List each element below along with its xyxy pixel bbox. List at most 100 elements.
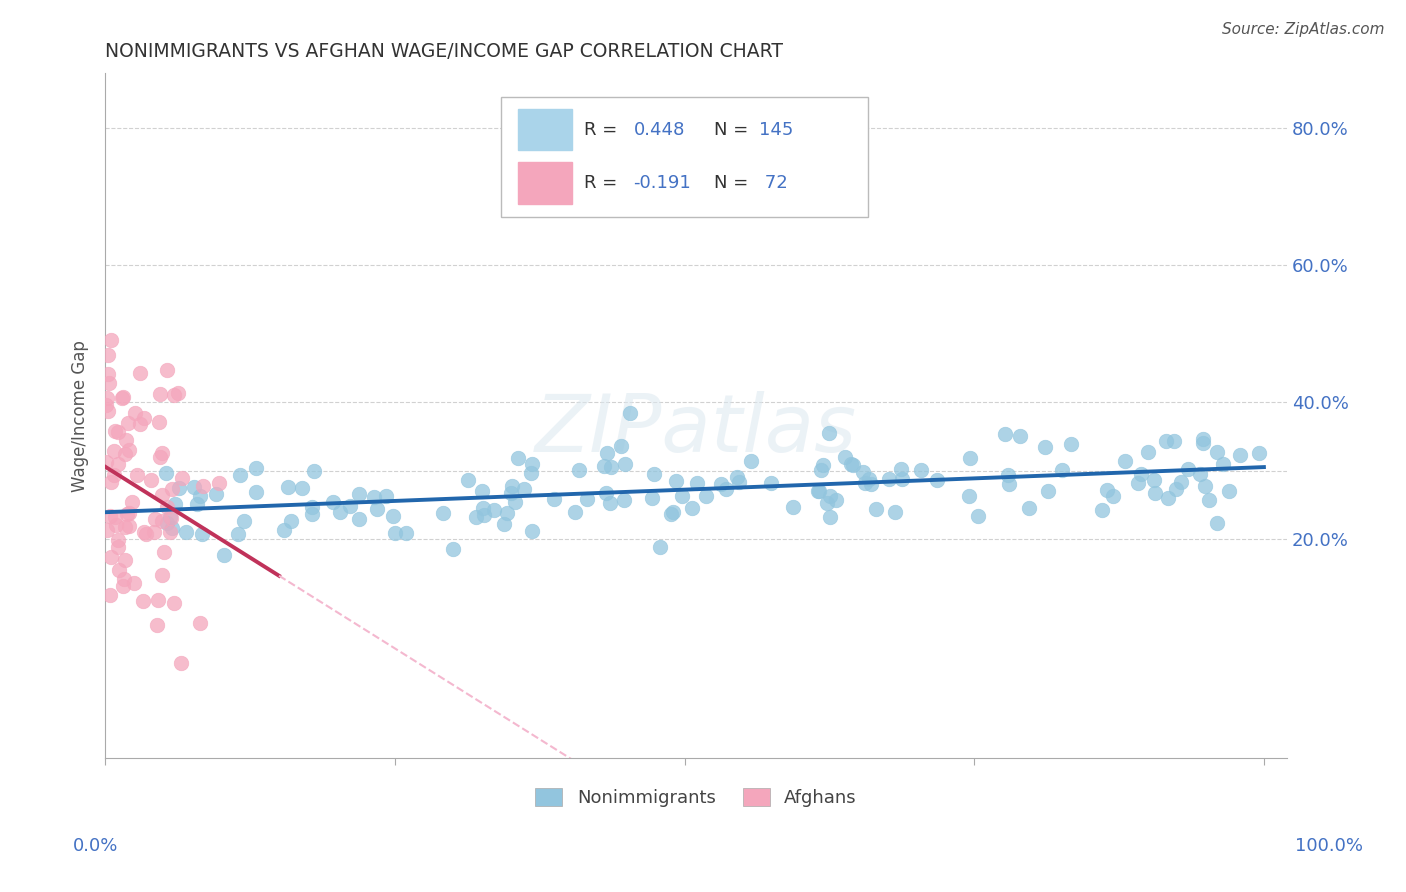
Point <box>118 506 141 520</box>
Point <box>1060 437 1083 451</box>
Point <box>1164 482 1187 496</box>
Point <box>994 426 1017 441</box>
Text: R =: R = <box>583 120 623 138</box>
Point <box>191 527 214 541</box>
Point <box>858 472 880 486</box>
Point <box>159 524 181 539</box>
Point <box>1018 500 1040 515</box>
Point <box>150 446 173 460</box>
Point <box>245 461 267 475</box>
Point <box>277 480 299 494</box>
Point <box>1010 429 1032 443</box>
Point <box>162 482 184 496</box>
Text: 0.448: 0.448 <box>634 120 685 138</box>
Point <box>1218 483 1240 498</box>
Point <box>1163 434 1185 448</box>
Point <box>152 488 174 502</box>
Point <box>111 391 134 405</box>
Point <box>100 475 122 489</box>
Point <box>124 406 146 420</box>
Point <box>339 499 361 513</box>
Point <box>107 425 129 439</box>
Point <box>842 458 865 472</box>
Text: N =: N = <box>714 120 754 138</box>
Point <box>374 490 396 504</box>
Point <box>233 514 256 528</box>
Point <box>114 447 136 461</box>
Point <box>150 567 173 582</box>
Point <box>98 508 121 523</box>
Text: Source: ZipAtlas.com: Source: ZipAtlas.com <box>1222 22 1385 37</box>
Text: N =: N = <box>714 174 754 192</box>
Point <box>441 542 464 557</box>
Point <box>599 496 621 510</box>
Point <box>610 439 633 453</box>
Point <box>191 479 214 493</box>
Point <box>96 523 118 537</box>
Point <box>643 467 665 481</box>
Point <box>671 489 693 503</box>
Point <box>815 496 838 510</box>
Point <box>395 526 418 541</box>
Point <box>117 416 139 430</box>
Point <box>150 514 173 528</box>
Point <box>155 467 177 481</box>
Point <box>482 503 505 517</box>
Point <box>1188 467 1211 481</box>
Point <box>662 504 685 518</box>
Point <box>1170 475 1192 490</box>
Point <box>156 516 179 530</box>
Point <box>174 525 197 540</box>
Point <box>664 474 686 488</box>
Point <box>853 475 876 490</box>
Point <box>501 478 523 492</box>
Point <box>759 476 782 491</box>
Point <box>807 483 830 498</box>
Point <box>208 476 231 491</box>
Point <box>1143 486 1166 500</box>
Point <box>132 594 155 608</box>
Point <box>347 487 370 501</box>
Point <box>155 500 177 514</box>
Point <box>107 540 129 554</box>
Point <box>710 476 733 491</box>
Point <box>681 500 703 515</box>
Point <box>229 467 252 482</box>
Point <box>997 467 1019 482</box>
Point <box>877 472 900 486</box>
FancyBboxPatch shape <box>517 109 572 151</box>
Point <box>997 477 1019 491</box>
Point <box>145 512 167 526</box>
Point <box>167 481 190 495</box>
Point <box>641 491 664 505</box>
Point <box>149 450 172 464</box>
Point <box>959 451 981 466</box>
Point <box>134 410 156 425</box>
Point <box>824 493 846 508</box>
Point <box>519 467 541 481</box>
Point <box>925 473 948 487</box>
Point <box>96 391 118 405</box>
Point <box>716 482 738 496</box>
Text: 100.0%: 100.0% <box>1295 837 1362 855</box>
Point <box>1114 454 1136 468</box>
Point <box>146 592 169 607</box>
Point <box>512 482 534 496</box>
Point <box>156 362 179 376</box>
Point <box>188 489 211 503</box>
Point <box>301 508 323 522</box>
Point <box>97 376 120 390</box>
Point <box>520 457 543 471</box>
Point <box>107 533 129 548</box>
Point <box>212 548 235 562</box>
Point <box>152 545 174 559</box>
Point <box>471 500 494 515</box>
Point <box>1177 462 1199 476</box>
Text: 0.0%: 0.0% <box>73 837 118 855</box>
Point <box>1033 440 1056 454</box>
Point <box>148 416 170 430</box>
Point <box>103 443 125 458</box>
Point <box>966 508 988 523</box>
Point <box>599 460 621 475</box>
Legend: Nonimmigrants, Afghans: Nonimmigrants, Afghans <box>529 780 865 814</box>
